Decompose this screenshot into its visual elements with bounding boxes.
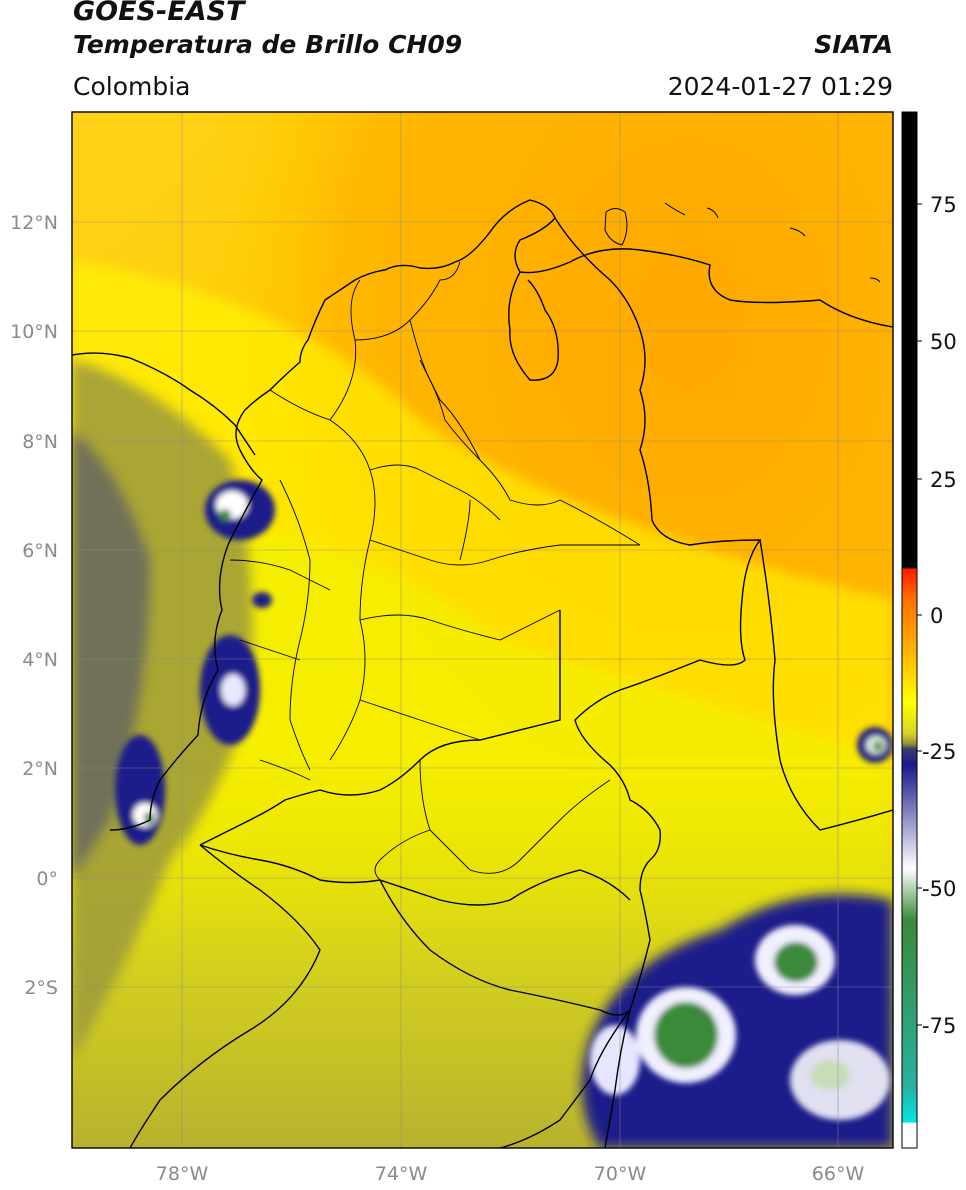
longitude-labels: 78°W 74°W 70°W 66°W [156,1163,865,1185]
lat-label: 0° [36,868,58,890]
lon-label: 66°W [812,1163,865,1185]
latitude-labels: 12°N 10°N 8°N 6°N 4°N 2°N 0° 2°S [10,212,58,999]
country-borders [72,199,893,1148]
colorbar-label: 25 [930,468,957,492]
lat-label: 6°N [22,540,58,562]
organization-label: SIATA [814,30,893,59]
lon-label: 70°W [594,1163,647,1185]
map-frame [71,111,894,1149]
department-borders [229,261,641,881]
map-gridlines [72,112,893,1148]
timestamp: 2024-01-27 01:29 [667,72,893,101]
colorbar-label: 50 [930,330,957,354]
lon-label: 74°W [375,1163,428,1185]
island-outlines [604,202,881,283]
product-title: Temperatura de Brillo CH09 [73,30,463,59]
lat-label: 12°N [10,212,58,234]
colorbar [901,111,918,1149]
colorbar-label: 75 [930,193,957,217]
region-label: Colombia [73,72,191,101]
colorbar-label: -25 [922,740,956,764]
colorbar-ticks [917,203,922,1026]
lon-label: 78°W [156,1163,209,1185]
brightness-temperature-field [72,112,893,1148]
lat-label: 4°N [22,649,58,671]
colorbar-label: 0 [930,604,943,628]
satellite-title: GOES-EAST [73,0,245,27]
colorbar-label: -50 [922,877,956,901]
colorbar-label: -75 [922,1014,956,1038]
lat-label: 10°N [10,321,58,343]
colorbar-labels: 75 50 25 0 -25 -50 -75 [922,193,957,1038]
lat-label: 8°N [22,431,58,453]
lat-label: 2°S [24,977,58,999]
lat-label: 2°N [22,758,58,780]
